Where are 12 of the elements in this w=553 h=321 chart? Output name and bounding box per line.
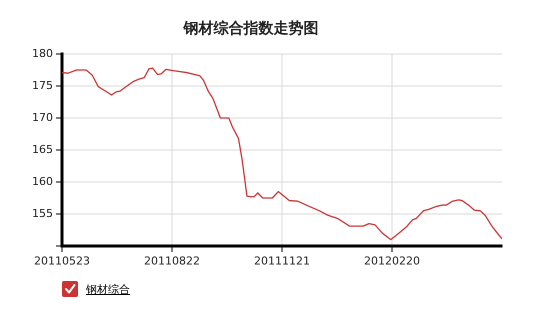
x-tick-label: 20111121	[254, 254, 310, 268]
x-tick-label: 20110523	[34, 254, 90, 268]
x-tick-label: 20120220	[364, 254, 420, 268]
y-tick-label: 165	[32, 142, 53, 156]
legend-label: 钢材综合	[86, 282, 130, 296]
y-tick-label: 155	[32, 206, 53, 220]
y-tick-label: 175	[32, 78, 53, 92]
chart-title: 钢材综合指数走势图	[182, 18, 318, 37]
y-tick-label: 180	[32, 46, 53, 60]
x-tick-label: 20110822	[144, 254, 200, 268]
y-tick-label: 170	[32, 110, 53, 124]
y-tick-label: 160	[32, 174, 53, 188]
